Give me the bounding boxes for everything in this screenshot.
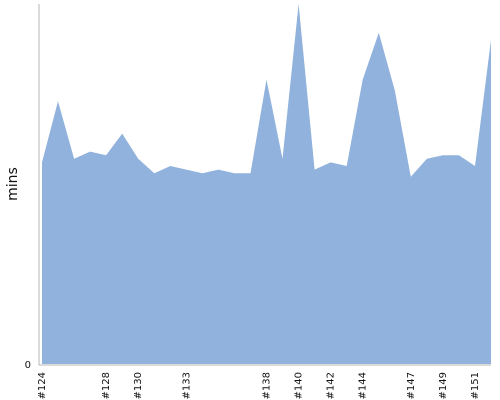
area-series (42, 4, 491, 364)
data-point (120, 132, 124, 136)
data-point (473, 164, 477, 168)
data-point (345, 164, 349, 168)
data-point (393, 88, 397, 92)
x-tick-label: #142 (326, 372, 337, 399)
data-point (313, 168, 317, 172)
y-axis-title: mins (5, 167, 21, 201)
x-tick-label: #144 (358, 372, 369, 399)
x-tick-label: #149 (438, 372, 449, 399)
y-tick-labels: 0 (25, 360, 31, 371)
data-point (184, 168, 188, 172)
data-point (281, 157, 285, 161)
x-tick-label: #147 (406, 372, 417, 399)
x-tick-label: #138 (262, 372, 273, 399)
data-point (249, 171, 253, 175)
plot-area (40, 2, 493, 364)
data-point (329, 160, 333, 164)
data-point (265, 78, 269, 82)
data-point (425, 157, 429, 161)
data-point (88, 150, 92, 154)
data-point (377, 31, 381, 35)
data-point (297, 2, 301, 6)
data-point (168, 164, 172, 168)
x-tick-label: #128 (101, 372, 112, 399)
data-point (56, 99, 60, 103)
data-point (40, 160, 44, 164)
data-point (409, 175, 413, 179)
y-tick-label: 0 (25, 360, 31, 371)
x-tick-label: #130 (133, 372, 144, 399)
data-point (216, 168, 220, 172)
x-tick-labels: #124 #128 #130 #133 #138 #140 #142 #144 #147 #149… (37, 372, 481, 399)
data-point (104, 153, 108, 157)
x-tick-label: #133 (181, 372, 192, 399)
data-point (152, 171, 156, 175)
data-point (232, 171, 236, 175)
data-point (136, 157, 140, 161)
data-point (441, 153, 445, 157)
x-tick-label: #140 (294, 372, 305, 399)
x-tick-label: #151 (470, 372, 481, 399)
data-point (200, 171, 204, 175)
data-point (361, 78, 365, 82)
data-point (489, 38, 493, 42)
data-point (457, 153, 461, 157)
x-tick-label: #124 (37, 372, 48, 399)
data-point (72, 157, 76, 161)
